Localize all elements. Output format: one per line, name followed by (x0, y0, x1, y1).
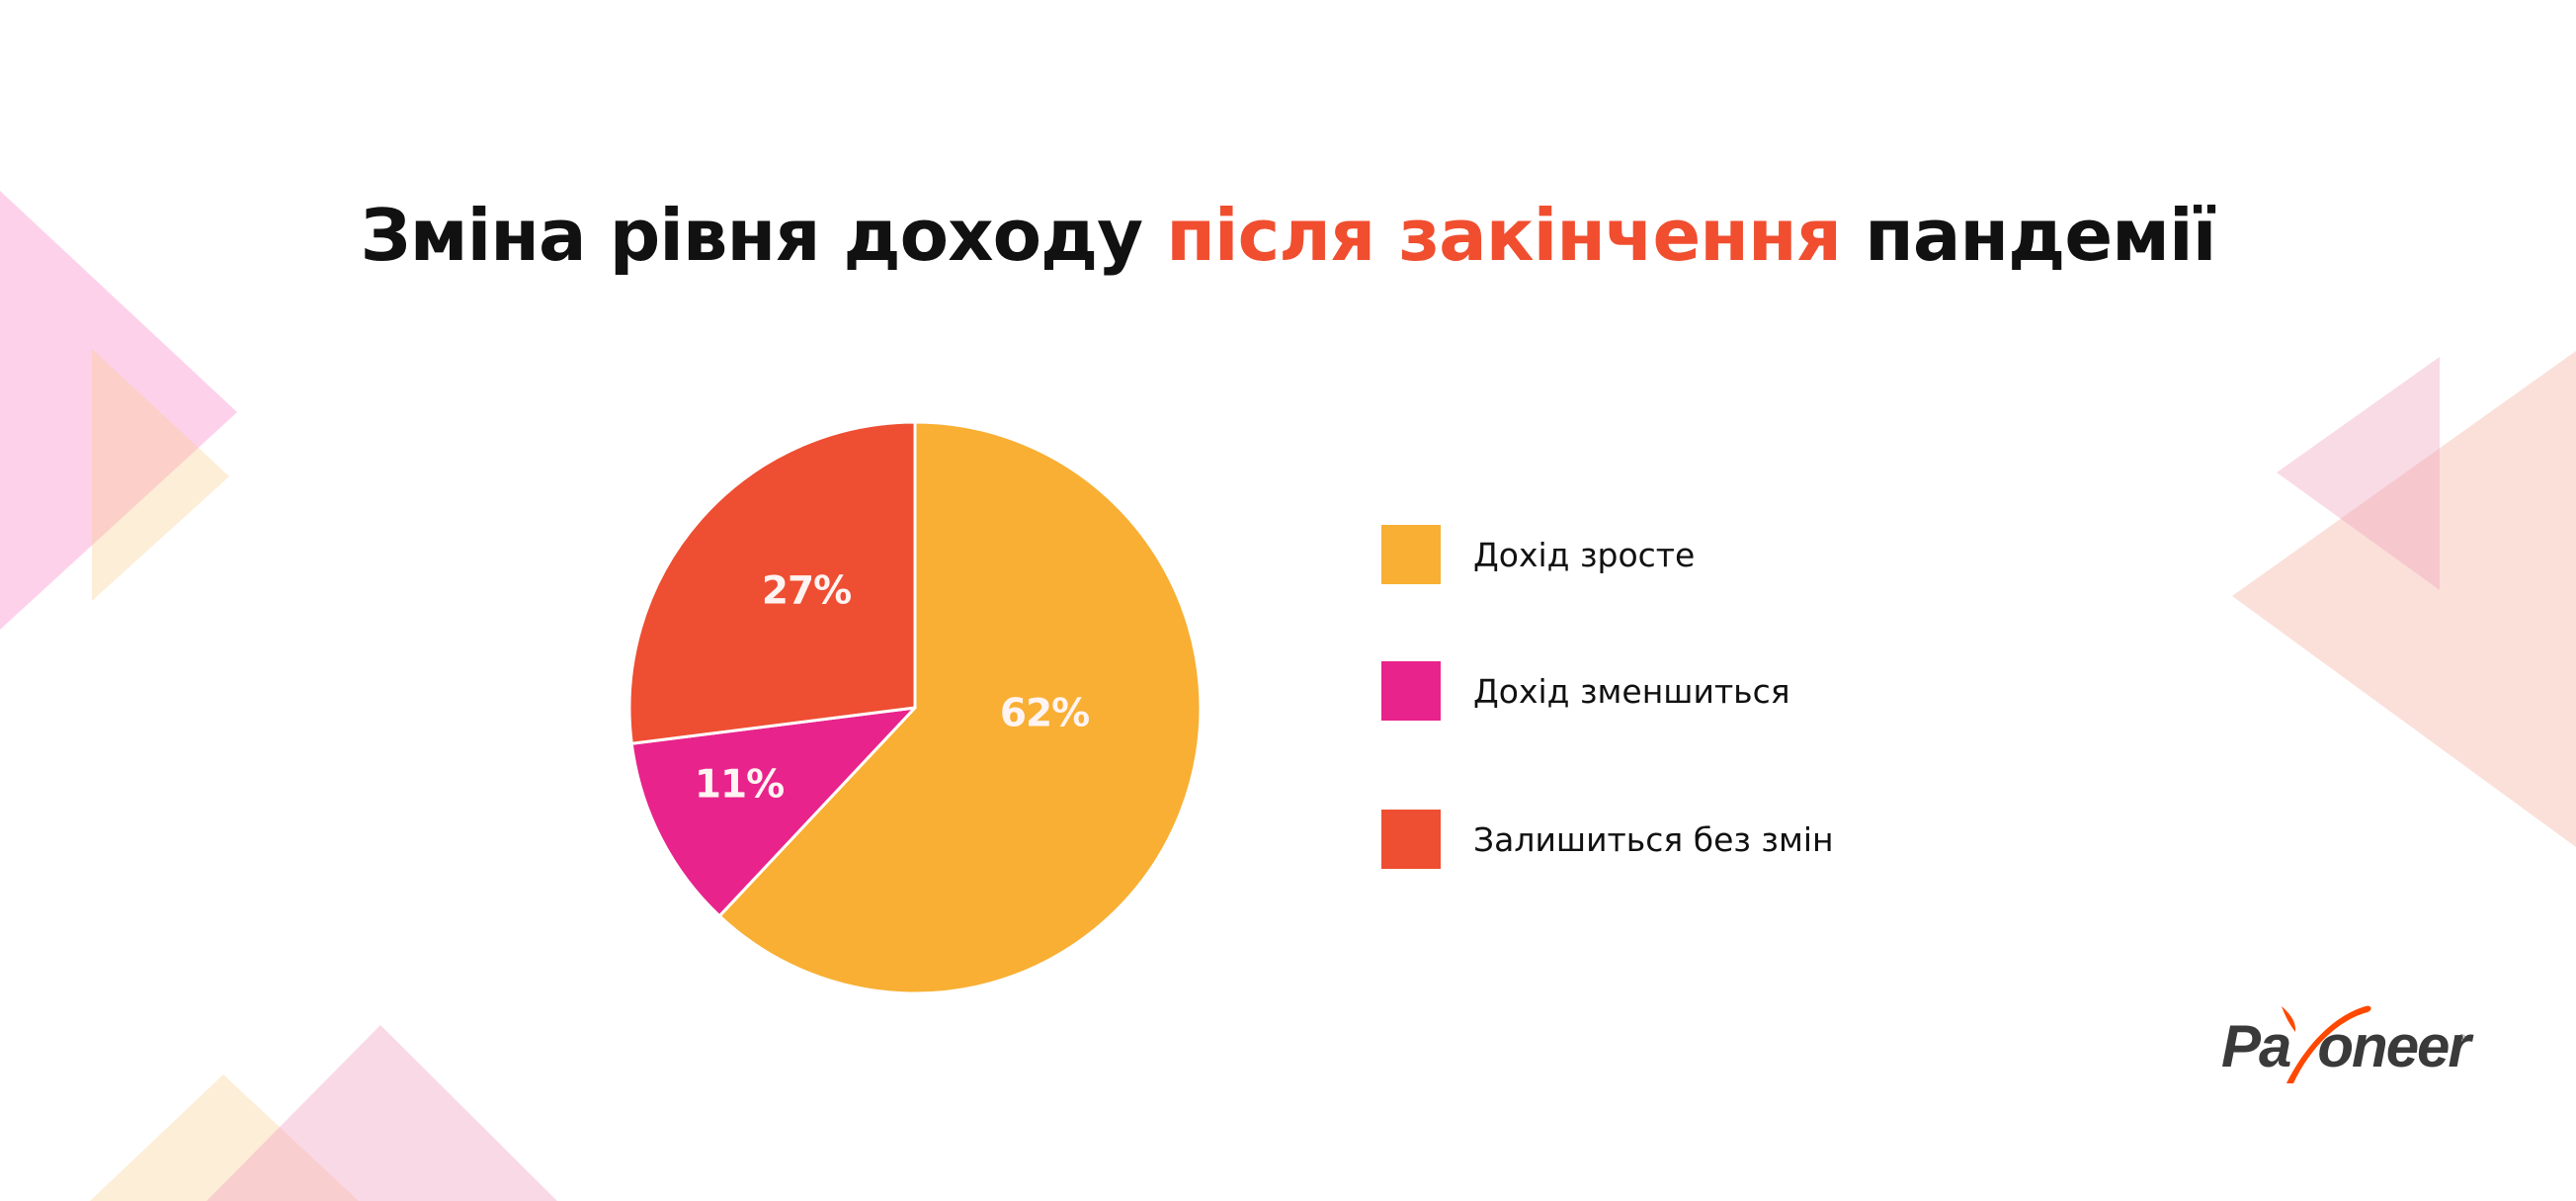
logo-text-after: oneer (2317, 1013, 2470, 1079)
pie-slices (627, 420, 1203, 995)
legend-label-increase: Дохід зросте (1473, 535, 1696, 574)
right-triangles (2232, 351, 2576, 847)
logo-wordmark: Pa oneer (2221, 1012, 2471, 1080)
pie-slice-increase (717, 420, 1203, 995)
legend-label-no-change: Залишиться без змін (1473, 819, 1834, 859)
slice-label-no-change: 27% (761, 568, 852, 614)
title-part-2: пандемії (1841, 194, 2216, 277)
legend-swatch-decrease (1381, 661, 1441, 721)
legend-swatch-increase (1381, 525, 1441, 584)
title-accent: після закінчення (1166, 194, 1842, 277)
legend-label-decrease: Дохід зменшиться (1473, 671, 1790, 711)
registered-mark: ® (2456, 1032, 2467, 1045)
pie-slice-no-change (627, 420, 917, 745)
bottom-cream-triangle (90, 1074, 359, 1201)
payoneer-logo: Pa oneer ® (2221, 988, 2478, 1097)
bottom-pink-triangle (207, 1025, 557, 1201)
legend-swatch-no-change (1381, 810, 1441, 869)
slice-label-decrease: 11% (694, 762, 785, 808)
payoneer-swoosh-icon (2282, 1005, 2371, 1083)
title-part-1: Зміна рівня доходу (360, 194, 1167, 277)
swoosh-leaf (2282, 1006, 2296, 1032)
left-pink-triangle (0, 191, 237, 630)
slice-label-increase: 62% (999, 691, 1090, 736)
chart-title: Зміна рівня доходу після закінчення панд… (0, 194, 2576, 277)
right-salmon-triangle (2232, 351, 2576, 847)
legend-item-decrease: Дохід зменшиться (1381, 661, 1790, 721)
legend-item-no-change: Залишиться без змін (1381, 810, 1834, 869)
left-cream-triangle (92, 349, 229, 601)
logo-text-before: Pa (2221, 1013, 2291, 1079)
legend-item-increase: Дохід зросте (1381, 525, 1695, 584)
bottom-left-triangles (90, 1025, 557, 1201)
right-rose-triangle (2277, 357, 2440, 590)
swoosh-stroke (2286, 1005, 2371, 1083)
pie-slice-decrease (629, 706, 917, 918)
left-triangles (0, 191, 237, 630)
